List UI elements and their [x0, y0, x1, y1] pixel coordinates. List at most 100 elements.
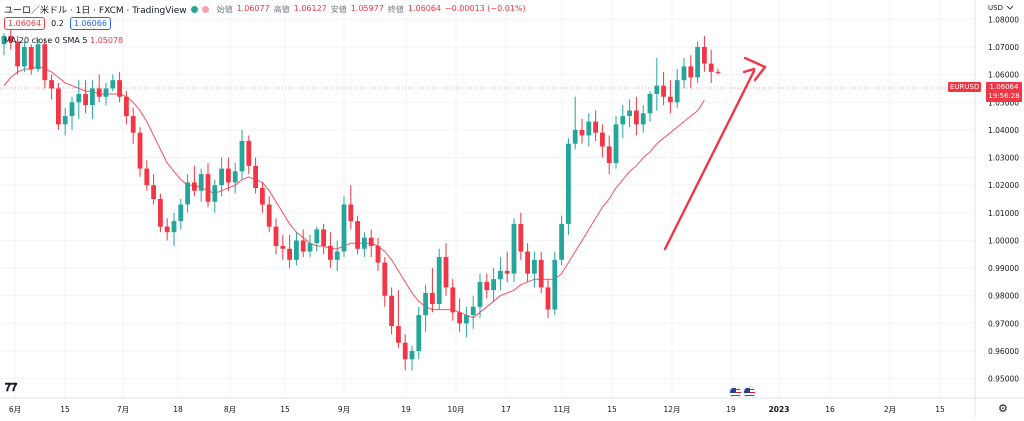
candle[interactable] [382, 257, 388, 307]
candle[interactable] [504, 251, 510, 282]
candle[interactable] [600, 124, 605, 158]
candle[interactable] [572, 96, 578, 150]
candle[interactable] [640, 105, 646, 133]
candles-layer[interactable] [1, 22, 721, 371]
candle[interactable] [647, 91, 653, 122]
candle[interactable] [654, 58, 660, 111]
candle[interactable] [566, 138, 571, 235]
candle[interactable] [212, 179, 218, 213]
candle[interactable] [192, 165, 197, 197]
candle[interactable] [56, 82, 61, 130]
time-axis[interactable]: 6月 15 7月 18 8月 15 9月 19 10月 17 11月 15 12月 19 2023 16 2月 1… [9, 405, 945, 414]
candle[interactable] [171, 212, 177, 246]
candle[interactable] [232, 163, 238, 194]
candle[interactable] [69, 96, 75, 130]
candle[interactable] [103, 82, 109, 106]
candle[interactable] [28, 44, 34, 75]
candle[interactable] [695, 41, 700, 83]
candle[interactable] [158, 193, 163, 233]
candle[interactable] [368, 229, 374, 258]
candle[interactable] [593, 110, 598, 141]
candle[interactable] [300, 229, 306, 258]
candle[interactable] [416, 306, 422, 360]
candle[interactable] [287, 234, 292, 269]
trend-arrow[interactable] [663, 56, 767, 251]
candle[interactable] [484, 273, 490, 299]
candle[interactable] [178, 199, 184, 230]
candle[interactable] [185, 174, 190, 213]
trend-arrow-line[interactable] [663, 69, 756, 251]
candle[interactable] [83, 80, 88, 114]
candle[interactable] [341, 196, 347, 258]
candle[interactable] [96, 74, 102, 103]
chevron-down-icon[interactable] [1006, 5, 1014, 10]
price-axis[interactable]: 1.08000 1.07000 1.06000 1.05000 1.04000 1.030… [988, 15, 1019, 383]
candle[interactable] [477, 273, 483, 318]
candle[interactable] [552, 251, 558, 316]
candle[interactable] [253, 157, 258, 194]
candle[interactable] [586, 113, 592, 147]
candle[interactable] [62, 107, 68, 136]
candle[interactable] [606, 135, 612, 175]
candle[interactable] [668, 80, 673, 114]
candle[interactable] [409, 345, 415, 371]
candle[interactable] [443, 243, 449, 296]
candle[interactable] [375, 237, 381, 271]
candle[interactable] [688, 55, 694, 89]
candle[interactable] [423, 284, 428, 332]
candle[interactable] [627, 99, 632, 128]
candle[interactable] [226, 157, 231, 191]
candle[interactable] [674, 69, 680, 108]
candle[interactable] [715, 69, 721, 75]
candle[interactable] [559, 215, 564, 266]
candle[interactable] [49, 74, 54, 100]
candle[interactable] [266, 196, 272, 233]
candle[interactable] [198, 168, 204, 202]
candle[interactable] [613, 116, 619, 169]
candle[interactable] [328, 232, 333, 269]
us-flag-icon[interactable] [743, 386, 756, 399]
candle[interactable] [110, 74, 116, 92]
candle[interactable] [545, 279, 551, 318]
candle[interactable] [239, 129, 245, 180]
sell-price-box[interactable]: 1.06064 [4, 17, 46, 30]
candle[interactable] [402, 334, 408, 371]
candle[interactable] [470, 295, 476, 329]
candle[interactable] [681, 58, 687, 89]
sma-line[interactable] [3, 65, 705, 319]
candle[interactable] [151, 174, 156, 205]
candle[interactable] [511, 218, 517, 282]
candle[interactable] [144, 160, 150, 191]
candle[interactable] [22, 41, 27, 72]
candle[interactable] [90, 80, 95, 119]
candle[interactable] [42, 38, 48, 89]
candle[interactable] [389, 287, 394, 335]
candle[interactable] [396, 290, 401, 349]
candle[interactable] [307, 234, 313, 258]
candle[interactable] [15, 35, 20, 75]
candle[interactable] [35, 38, 41, 72]
candle[interactable] [1, 33, 7, 56]
candle[interactable] [205, 163, 211, 208]
us-flag-icon[interactable] [729, 386, 742, 399]
candle[interactable] [130, 107, 136, 144]
candle[interactable] [76, 80, 82, 119]
candle[interactable] [430, 268, 435, 313]
candle[interactable] [273, 218, 279, 255]
candle[interactable] [579, 118, 585, 144]
indicator-legend[interactable]: MA 20 close 0 SMA 5 1.05078 [4, 36, 123, 45]
candle[interactable] [538, 251, 544, 293]
candle[interactable] [355, 215, 360, 255]
candle[interactable] [260, 182, 265, 213]
candle[interactable] [436, 248, 442, 310]
candle[interactable] [294, 232, 299, 266]
candle[interactable] [321, 223, 326, 255]
candle[interactable] [525, 243, 530, 282]
candle[interactable] [280, 234, 286, 260]
candle[interactable] [164, 218, 170, 241]
candle[interactable] [702, 35, 707, 72]
candle[interactable] [117, 71, 122, 103]
candle[interactable] [498, 257, 503, 291]
